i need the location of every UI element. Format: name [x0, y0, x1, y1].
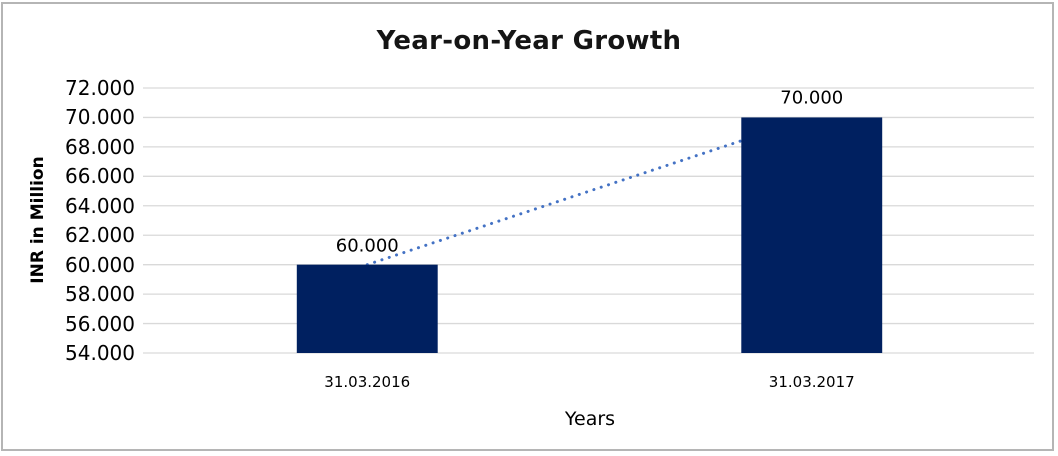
y-tick-label: 72.000 [65, 76, 135, 100]
chart-title: Year-on-Year Growth [376, 26, 682, 56]
y-tick-label: 54.000 [65, 341, 135, 365]
y-tick-label: 68.000 [65, 134, 135, 159]
x-tick-label: 31.03.2017 [768, 373, 855, 391]
bar-value-label: 60.000 [335, 235, 399, 257]
y-tick-label: 56.000 [65, 311, 135, 336]
y-tick-label: 58.000 [65, 282, 135, 307]
x-axis-title: Years [564, 408, 616, 430]
bar-31.03.2016 [296, 264, 438, 353]
y-tick-label: 62.000 [65, 223, 135, 248]
bar-value-label: 70.000 [780, 87, 844, 109]
y-tick-label: 64.000 [65, 193, 135, 218]
y-axis-title: INR in Million [28, 156, 48, 284]
y-tick-label: 60.000 [65, 252, 135, 277]
y-tick-label: 66.000 [65, 164, 135, 189]
trendline [365, 115, 814, 267]
x-tick-label: 31.03.2016 [324, 373, 411, 391]
y-tick-label: 70.000 [65, 105, 135, 130]
bar-31.03.2017 [741, 117, 883, 353]
